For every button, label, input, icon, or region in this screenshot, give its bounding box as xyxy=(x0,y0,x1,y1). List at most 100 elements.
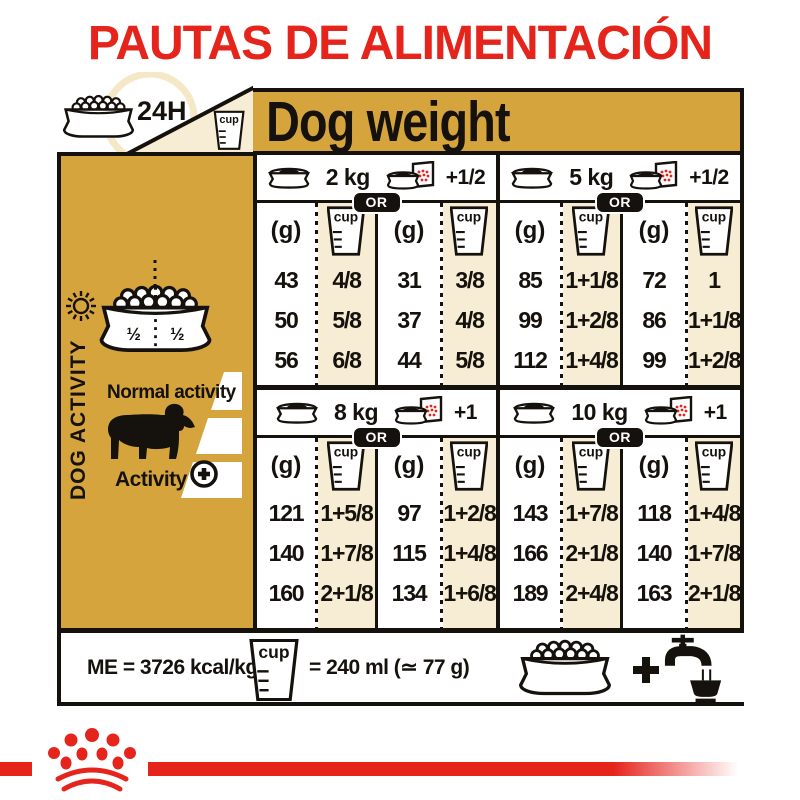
or-badge: OR xyxy=(595,426,645,449)
dog-activity-sidebar: ½ ½ DOG ACTIVITY Normal activity Activit… xyxy=(57,152,253,628)
feeding-value: 2+1/8 xyxy=(688,580,741,606)
dog-activity-label: DOG ACTIVITY xyxy=(67,339,90,500)
feeding-value: 43 xyxy=(274,267,298,293)
feeding-value: 160 xyxy=(268,580,305,606)
brand-stripe-left xyxy=(0,762,32,776)
group-header-10kg: 10 kg +1 OR xyxy=(500,390,740,449)
half-left-label: ½ xyxy=(126,324,140,344)
feeding-value: 1+1/8 xyxy=(565,267,618,293)
dotted-separator xyxy=(560,438,563,628)
cup-text: cup xyxy=(457,445,481,460)
food-bowl-icon xyxy=(267,167,310,189)
cup-reference-icon: cup xyxy=(249,639,299,701)
feeding-value: 1+2/8 xyxy=(565,307,618,333)
weight-label: 8 kg xyxy=(334,399,379,425)
values-10kg-mixed-grams: 118 140 163 xyxy=(623,493,685,613)
feeding-value: 85 xyxy=(518,267,542,293)
feeding-value: 112 xyxy=(513,347,548,373)
values-5kg-mixed-grams: 72 86 99 xyxy=(623,260,685,380)
group-divider xyxy=(496,155,500,628)
feeding-value: 1+5/8 xyxy=(320,500,373,526)
footer-bar: ME = 3726 kcal/kg cup = 240 ml (≃ 77 g) xyxy=(57,628,744,706)
sidebar-graphics: ½ ½ DOG ACTIVITY Normal activity Activit… xyxy=(66,260,242,500)
activity-wedge-medium xyxy=(196,418,242,454)
bowl-plus-pouch-icon xyxy=(629,160,678,190)
feeding-value: 1+2/8 xyxy=(688,347,741,373)
feeding-value: 97 xyxy=(397,500,421,526)
cup-equivalence-label: = 240 ml (≃ 77 g) xyxy=(309,656,470,679)
feeding-value: 4/8 xyxy=(332,267,362,293)
plus-circle-icon xyxy=(190,460,218,488)
values-10kg-mixed-cups: 1+4/8 1+7/8 2+1/8 xyxy=(688,493,741,613)
subcolumn-divider xyxy=(375,438,378,628)
cup-unit-icon: cup xyxy=(695,206,733,256)
feeding-value: 3/8 xyxy=(455,267,485,293)
subcolumn-divider xyxy=(620,203,623,385)
feeding-value: 72 xyxy=(642,267,666,293)
food-bowl-icon xyxy=(276,402,318,424)
values-8kg-mixed-cups: 1+2/8 1+4/8 1+6/8 xyxy=(443,493,496,613)
feeding-value: 1+6/8 xyxy=(443,580,496,606)
pouch-add-label: +1 xyxy=(454,400,477,424)
values-8kg-mixed-grams: 97 115 134 xyxy=(378,493,440,613)
feeding-value: 1+2/8 xyxy=(443,500,496,526)
or-badge: OR xyxy=(351,191,402,214)
cup-text: cup xyxy=(258,642,289,662)
weight-label: 2 kg xyxy=(325,164,371,190)
feeding-value: 1+7/8 xyxy=(688,540,741,566)
feeding-value: 143 xyxy=(512,500,549,526)
cup-text: cup xyxy=(579,445,603,460)
brand-stripe-right xyxy=(148,762,744,776)
feeding-value: 1+4/8 xyxy=(443,540,496,566)
feeding-value: 56 xyxy=(274,347,298,373)
activity-wedge-small xyxy=(211,372,242,410)
subcolumn-divider xyxy=(620,438,623,628)
dotted-separator xyxy=(440,203,443,385)
subcolumn-divider xyxy=(375,203,378,385)
values-2kg-mixed-cups: 3/8 4/8 5/8 xyxy=(443,260,496,380)
dog-weight-band: Dog weight xyxy=(253,88,744,155)
cup-text: cup xyxy=(702,210,726,225)
feeding-value: 134 xyxy=(391,580,428,606)
values-5kg-dry-cups: 1+1/8 1+2/8 1+4/8 xyxy=(563,260,620,380)
feeding-value: 5/8 xyxy=(455,347,485,373)
feeding-value: 115 xyxy=(392,540,427,566)
bowl-plus-pouch-icon xyxy=(644,395,692,425)
grams-unit-label: (g) xyxy=(393,452,425,479)
dachshund-icon xyxy=(107,403,195,459)
feeding-value: 86 xyxy=(642,307,666,333)
group-header-5kg: 5 kg +1/2 OR xyxy=(500,155,740,214)
cup-text: cup xyxy=(334,445,358,460)
values-10kg-dry-grams: 143 166 189 xyxy=(500,493,560,613)
activity-label: Activity xyxy=(115,468,188,491)
weight-label: 5 kg xyxy=(569,164,614,190)
feeding-value: 99 xyxy=(642,347,666,373)
moon-icon xyxy=(217,296,233,327)
grams-unit-label: (g) xyxy=(270,217,302,244)
cup-unit-icon: cup xyxy=(327,441,365,491)
dotted-separator xyxy=(315,438,318,628)
cup-text: cup xyxy=(334,210,358,225)
feeding-value: 44 xyxy=(397,347,421,373)
feeding-value: 1+4/8 xyxy=(565,347,618,373)
pouch-add-label: +1/2 xyxy=(689,165,729,189)
plus-icon xyxy=(633,657,659,683)
feeding-value: 140 xyxy=(636,540,673,566)
corner-graphics: 24H cup xyxy=(62,70,256,166)
feeding-value: 121 xyxy=(268,500,305,526)
dotted-separator xyxy=(685,203,688,385)
kibble-bowl-icon xyxy=(519,639,611,696)
dotted-separator xyxy=(440,438,443,628)
values-8kg-dry-cups: 1+5/8 1+7/8 2+1/8 xyxy=(318,493,375,613)
page-title: PAUTAS DE ALIMENTACIÓN xyxy=(87,17,713,70)
feeding-value: 50 xyxy=(274,307,298,333)
values-2kg-mixed-grams: 31 37 44 xyxy=(378,260,440,380)
grams-unit-label: (g) xyxy=(514,452,546,479)
feeding-value: 6/8 xyxy=(332,347,362,373)
feeding-value: 2+1/8 xyxy=(320,580,373,606)
feeding-value: 5/8 xyxy=(332,307,362,333)
feeding-value: 1+4/8 xyxy=(688,500,741,526)
feeding-value: 189 xyxy=(512,580,549,606)
diagonal-line xyxy=(126,85,256,156)
